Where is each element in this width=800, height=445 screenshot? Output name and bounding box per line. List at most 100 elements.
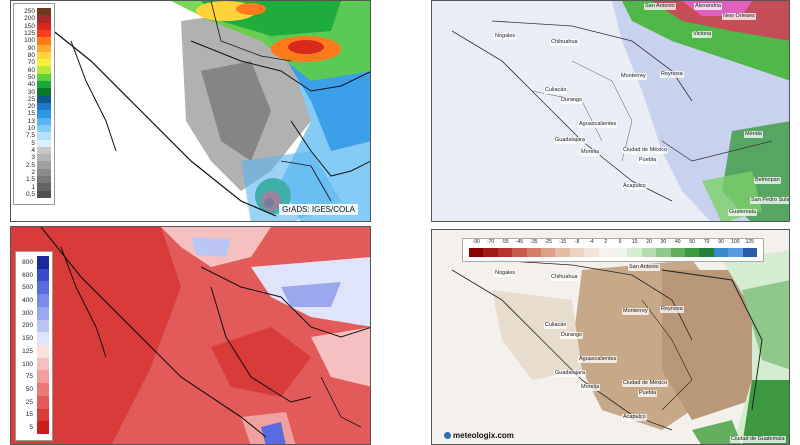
legend-swatch bbox=[37, 168, 51, 177]
city-label: Morelia bbox=[580, 149, 601, 156]
legend-swatch bbox=[497, 248, 513, 257]
rain-map-panel: Nogales Chihuahua Monterrey Reynosa Culiacán… bbox=[431, 0, 790, 222]
legend-label: 100 bbox=[24, 37, 35, 45]
legend-label: 200 bbox=[24, 15, 35, 23]
legend-swatch bbox=[742, 248, 758, 257]
city-label: San Antonio bbox=[628, 264, 660, 271]
legend-label: 250 bbox=[24, 8, 35, 16]
city-label: Puebla bbox=[638, 157, 658, 164]
legend-swatch bbox=[541, 248, 556, 257]
legend-swatch bbox=[670, 248, 686, 257]
legend-swatch bbox=[37, 66, 51, 75]
legend-swatch bbox=[37, 332, 49, 346]
legend-swatch bbox=[526, 248, 542, 257]
legend-swatch bbox=[37, 190, 51, 199]
legend-tick-label: 50 bbox=[689, 239, 695, 245]
legend-label: 200 bbox=[22, 322, 33, 330]
legend-tick-label: -4 bbox=[589, 239, 594, 245]
legend-label: 90 bbox=[27, 44, 35, 52]
city-label: Reynosa bbox=[660, 306, 684, 313]
precipitation-legend: 250 200 150 125 100 90 80 70 60 50 40 30 25 20 15 13 10 7… bbox=[13, 3, 55, 205]
legend-label: 300 bbox=[22, 309, 33, 317]
city-label: Durango bbox=[560, 97, 584, 104]
legend-swatch bbox=[512, 248, 528, 257]
precipitation-percent-map bbox=[11, 227, 370, 444]
legend-swatch bbox=[37, 139, 51, 148]
legend-swatch bbox=[469, 248, 484, 257]
legend-tick-label: 125 bbox=[745, 239, 754, 245]
legend-swatch bbox=[37, 268, 49, 282]
legend-swatch bbox=[37, 110, 51, 119]
legend-swatch bbox=[598, 248, 614, 257]
meteologix-brand: meteologix.com bbox=[444, 431, 514, 440]
legend-label: 125 bbox=[24, 30, 35, 38]
city-label: Mérida bbox=[744, 131, 763, 138]
legend-swatch bbox=[37, 256, 49, 270]
city-label: New Orleans bbox=[722, 13, 756, 20]
legend-label: 13 bbox=[27, 117, 35, 125]
legend-label: 30 bbox=[27, 88, 35, 96]
legend-label: 15 bbox=[27, 110, 35, 118]
legend-label: 25 bbox=[25, 398, 33, 406]
legend-swatch bbox=[37, 37, 51, 46]
city-label: San Antonio bbox=[644, 3, 676, 10]
legend-tick-label: -8 bbox=[574, 239, 580, 245]
legend-tick-label: -55 bbox=[501, 239, 509, 245]
precipitation-percent-map-panel: 800 600 500 400 300 200 150 125 100 75 50 25 15 5 bbox=[10, 226, 371, 445]
legend-swatch bbox=[37, 8, 51, 16]
city-label: Chihuahua bbox=[550, 274, 579, 281]
anomaly-map bbox=[432, 230, 789, 444]
city-label: Nogales bbox=[494, 33, 517, 40]
legend-swatch bbox=[37, 161, 51, 170]
legend-swatch bbox=[37, 183, 51, 192]
legend-label: 100 bbox=[22, 360, 33, 368]
legend-label: 125 bbox=[22, 347, 33, 355]
legend-swatch bbox=[37, 395, 49, 410]
legend-label: 0.5 bbox=[25, 190, 35, 198]
legend-swatch bbox=[713, 248, 729, 257]
legend-swatch bbox=[37, 103, 51, 111]
legend-tick-label: 70 bbox=[703, 239, 710, 245]
legend-tick-label: -90 bbox=[472, 239, 480, 245]
legend-swatch bbox=[37, 132, 51, 141]
legend-swatch bbox=[37, 44, 51, 53]
legend-tick-label: 40 bbox=[675, 239, 681, 245]
city-label: Alexandria bbox=[694, 3, 722, 10]
legend-swatch bbox=[37, 95, 51, 104]
legend-swatch bbox=[37, 306, 49, 321]
legend-label: 1.5 bbox=[25, 176, 35, 184]
legend-label: 10 bbox=[27, 125, 35, 133]
legend-swatch bbox=[37, 73, 51, 82]
legend-label: 500 bbox=[22, 284, 33, 292]
city-label: Monterrey bbox=[622, 308, 649, 315]
anomaly-legend: -90 -70 -55 -45 -35 -25 -15 -8 -4 2 6 10 20 30 40 50 70 9… bbox=[462, 238, 764, 262]
city-label: Culiacán bbox=[544, 87, 568, 94]
legend-swatch bbox=[37, 421, 49, 435]
precipitation-legend-colorbar bbox=[37, 8, 51, 199]
city-label: Aguascalientes bbox=[578, 356, 618, 363]
legend-label: 80 bbox=[27, 52, 35, 59]
city-label: Culiacán bbox=[544, 322, 568, 329]
anomaly-map-panel: -90 -70 -55 -45 -35 -25 -15 -8 -4 2 6 10 20 30 40 50 70 9… bbox=[431, 229, 790, 445]
legend-label: 75 bbox=[25, 373, 33, 381]
legend-swatch bbox=[37, 22, 51, 31]
legend-label: 2 bbox=[31, 168, 35, 176]
legend-label: 4 bbox=[31, 147, 35, 154]
legend-swatch bbox=[613, 248, 628, 257]
legend-label: 800 bbox=[22, 258, 33, 266]
meteologix-logo-icon bbox=[444, 432, 451, 439]
legend-label: 7.5 bbox=[25, 132, 35, 140]
precipitation-map bbox=[11, 1, 370, 221]
city-label: Nogales bbox=[494, 270, 517, 277]
legend-label: 15 bbox=[25, 411, 33, 419]
legend-swatch bbox=[37, 383, 49, 397]
legend-label: 5 bbox=[31, 139, 35, 147]
legend-swatch bbox=[641, 248, 657, 257]
legend-swatch bbox=[37, 370, 49, 384]
legend-swatch bbox=[37, 281, 49, 295]
legend-label: 20 bbox=[27, 103, 35, 111]
legend-tick-label: 6 bbox=[618, 239, 622, 245]
city-label: Belmopan bbox=[754, 177, 781, 184]
legend-swatch bbox=[685, 248, 700, 257]
city-label: Guatemala bbox=[728, 209, 757, 216]
